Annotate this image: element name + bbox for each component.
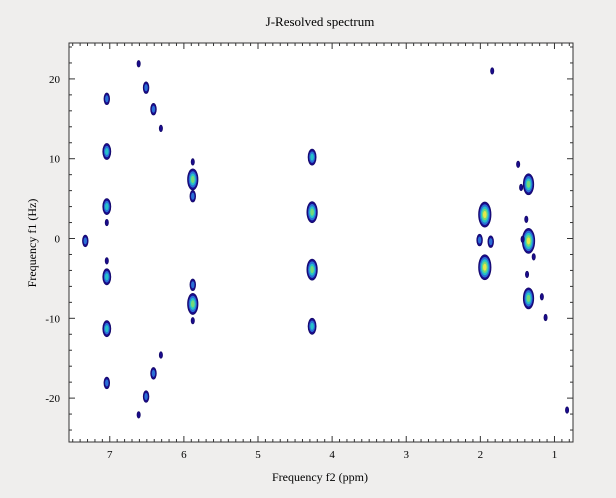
contour-peak xyxy=(102,198,112,215)
contour-peak xyxy=(190,158,195,166)
contour-peak xyxy=(307,317,317,335)
contour-peak xyxy=(306,201,318,224)
chart-title: J-Resolved spectrum xyxy=(266,14,375,29)
contour-peak xyxy=(487,235,494,248)
contour-peak xyxy=(525,270,530,279)
contour-peak xyxy=(150,367,157,380)
contour-peak xyxy=(189,278,196,291)
contour-peak xyxy=(543,313,548,322)
plot-area xyxy=(68,42,574,443)
y-tick-label: 20 xyxy=(49,74,61,86)
contour-peak xyxy=(522,173,535,196)
contour-peak xyxy=(565,406,570,414)
tick-labels: 7 6 5 4 3 2 1 20 10 0 -10 -20 xyxy=(45,74,557,461)
contour-peak xyxy=(516,160,521,168)
axis-ticks xyxy=(69,43,573,442)
x-tick-label: 5 xyxy=(255,449,261,461)
contour-peak xyxy=(82,234,89,248)
x-tick-label: 1 xyxy=(552,449,558,461)
contour-peak xyxy=(478,201,492,228)
contour-peak xyxy=(158,124,163,132)
contour-peak xyxy=(187,293,199,315)
contour-peak xyxy=(519,183,524,192)
y-tick-label: -10 xyxy=(45,313,60,325)
contour-peak xyxy=(104,218,109,227)
x-tick-label: 6 xyxy=(181,449,187,461)
y-axis-label: Frequency f1 (Hz) xyxy=(25,199,39,288)
contour-peak xyxy=(522,287,535,310)
contour-peaks xyxy=(82,60,570,419)
y-tick-label: -20 xyxy=(45,393,60,405)
contour-peak xyxy=(158,351,163,359)
y-tick-label: 10 xyxy=(49,154,61,166)
contour-peak xyxy=(187,168,199,191)
contour-peak xyxy=(142,81,150,94)
contour-peak xyxy=(306,258,318,281)
contour-peak xyxy=(531,253,536,261)
x-axis-label: Frequency f2 (ppm) xyxy=(272,470,368,484)
contour-peak xyxy=(307,148,317,166)
contour-peak xyxy=(478,254,492,281)
contour-peak xyxy=(490,67,495,75)
contour-peak xyxy=(521,228,536,254)
contour-peak xyxy=(539,293,544,301)
contour-peak xyxy=(102,143,112,160)
contour-peak xyxy=(103,376,110,390)
contour-peak xyxy=(476,233,483,247)
contour-peak xyxy=(136,411,141,419)
contour-peak xyxy=(136,60,141,68)
x-tick-label: 4 xyxy=(329,449,335,461)
x-tick-label: 3 xyxy=(403,449,409,461)
contour-peak xyxy=(190,317,195,325)
contour-peak xyxy=(524,215,529,223)
x-tick-label: 7 xyxy=(107,449,113,461)
contour-peak xyxy=(189,190,196,203)
contour-peak xyxy=(150,103,157,116)
x-tick-label: 2 xyxy=(478,449,484,461)
contour-peak xyxy=(142,390,150,403)
contour-peak xyxy=(102,268,112,286)
y-tick-label: 0 xyxy=(55,234,61,246)
contour-peak xyxy=(103,92,110,106)
contour-peak xyxy=(520,235,525,243)
contour-peak xyxy=(104,257,109,265)
contour-peak xyxy=(102,320,112,338)
